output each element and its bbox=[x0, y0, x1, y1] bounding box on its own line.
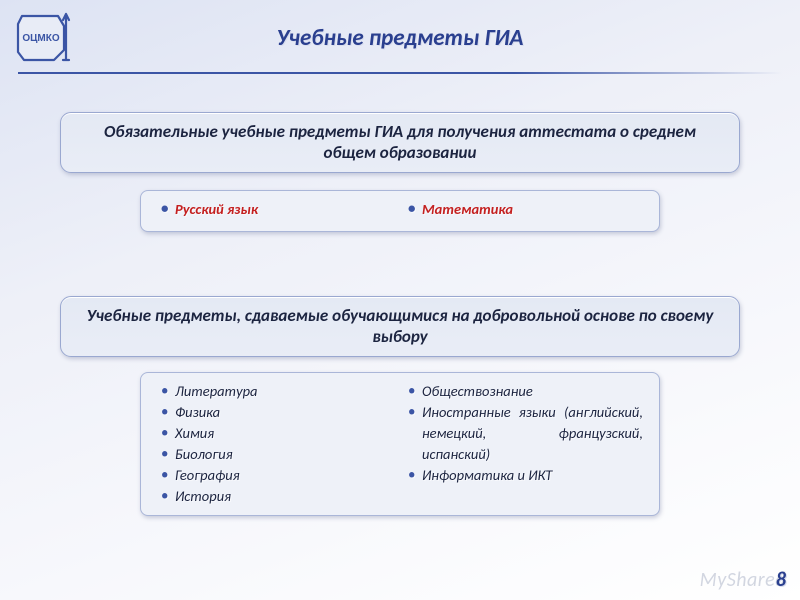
page-number: 8 bbox=[776, 568, 786, 592]
subject-russian: Русский язык bbox=[155, 199, 402, 220]
divider bbox=[18, 72, 782, 74]
list-item: Обществознание bbox=[402, 381, 649, 402]
page-title: Учебные предметы ГИА bbox=[0, 24, 800, 52]
list-item: Физика bbox=[155, 402, 402, 423]
list-item: Химия bbox=[155, 423, 402, 444]
list-item: География bbox=[155, 465, 402, 486]
list-item: Литература bbox=[155, 381, 402, 402]
mandatory-subjects-box: Русский язык Математика bbox=[140, 190, 660, 232]
optional-subjects-box: ЛитератураФизикаХимияБиологияГеографияИс… bbox=[140, 372, 660, 516]
optional-heading: Учебные предметы, сдаваемые обучающимися… bbox=[60, 296, 740, 357]
list-item: Биология bbox=[155, 444, 402, 465]
list-item: История bbox=[155, 486, 402, 507]
list-item: Информатика и ИКТ bbox=[402, 465, 649, 486]
watermark: MyShared bbox=[700, 568, 786, 592]
subject-math: Математика bbox=[402, 199, 649, 220]
list-item: Иностранные языки (английский, немецкий,… bbox=[402, 402, 649, 465]
mandatory-heading: Обязательные учебные предметы ГИА для по… bbox=[60, 112, 740, 173]
